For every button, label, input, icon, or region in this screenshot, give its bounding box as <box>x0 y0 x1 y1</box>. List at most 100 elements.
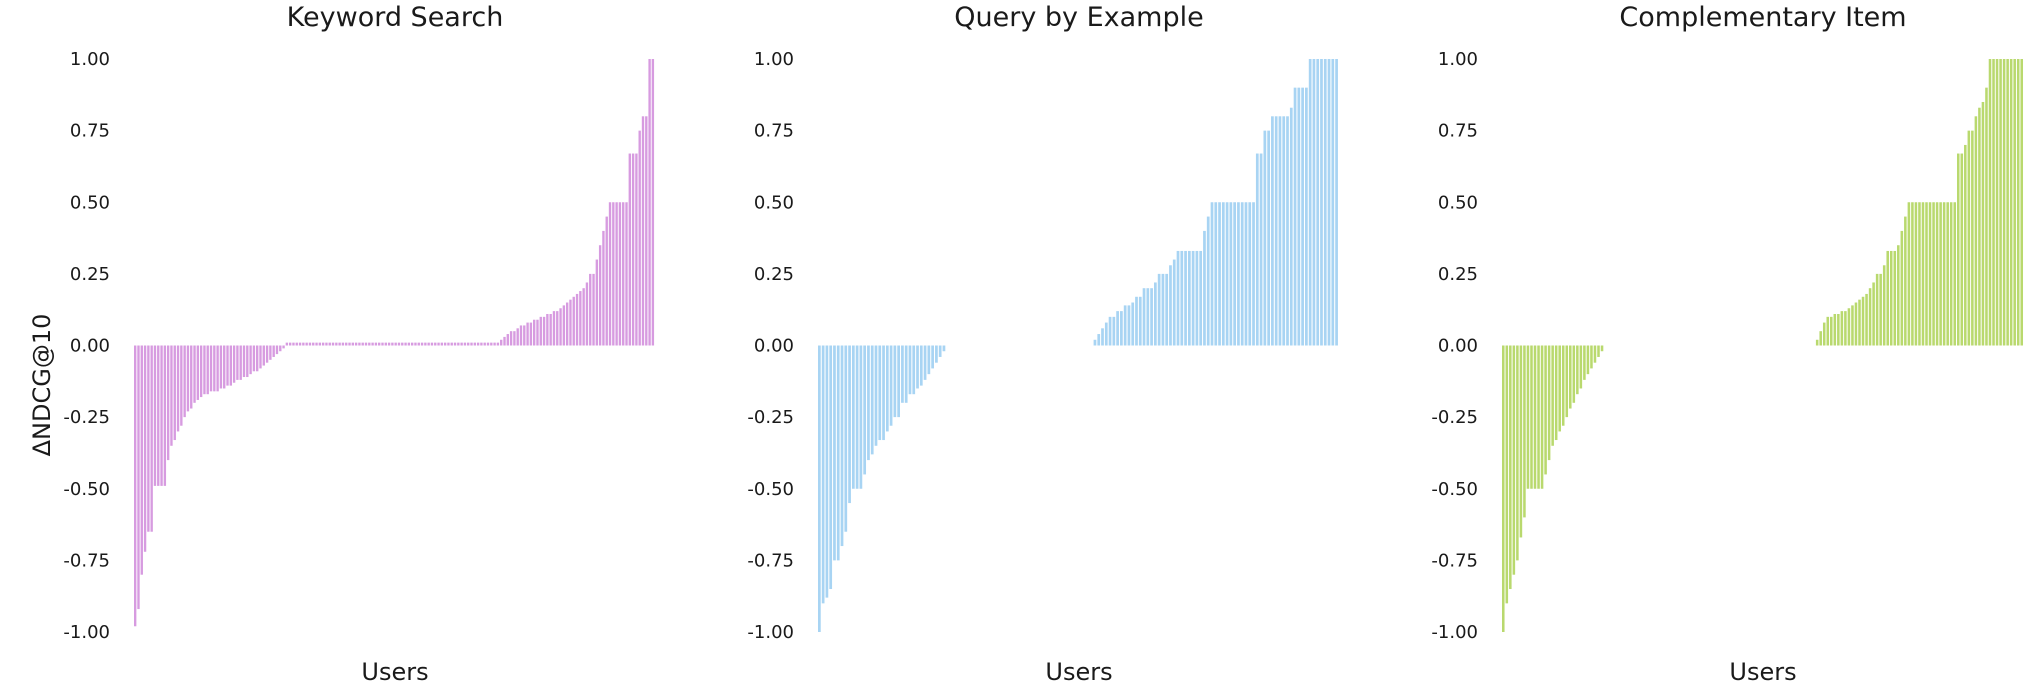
bar <box>825 345 829 598</box>
bar <box>1569 345 1572 409</box>
bar <box>1237 202 1240 346</box>
bar <box>1530 345 1533 489</box>
bar <box>565 302 569 346</box>
x-axis-label: Users <box>1729 658 1796 686</box>
bar <box>282 345 285 349</box>
bars <box>134 59 655 627</box>
bar <box>1203 230 1206 346</box>
bar <box>351 342 354 346</box>
bar <box>628 153 631 346</box>
bar <box>1127 305 1131 346</box>
bar <box>1939 202 1942 346</box>
bar <box>229 345 232 386</box>
bar <box>509 331 513 346</box>
bar <box>348 342 351 346</box>
bar <box>216 345 219 392</box>
bar <box>651 59 655 346</box>
bar <box>1590 345 1593 369</box>
y-tick-label: 0.25 <box>754 264 794 285</box>
bar <box>1953 202 1956 346</box>
bar <box>592 273 595 346</box>
bar <box>242 345 246 378</box>
bar <box>1928 202 1932 346</box>
bar <box>486 342 490 346</box>
bar <box>226 345 229 386</box>
bar <box>420 342 424 346</box>
y-tick-label: -0.50 <box>747 479 794 500</box>
bar <box>173 345 176 441</box>
bar <box>354 342 358 346</box>
bar <box>1967 130 1971 346</box>
bar <box>874 345 878 446</box>
bar <box>582 288 585 346</box>
bar <box>1221 202 1225 346</box>
bar <box>249 345 252 375</box>
bar <box>397 342 401 346</box>
bar <box>453 342 457 346</box>
bar <box>443 342 447 346</box>
bar <box>1512 345 1516 575</box>
bar <box>232 345 236 383</box>
y-tick-labels: 1.00 0.75 0.50 0.25 0.00 -0.25 -0.50 -0.75 -1.00 <box>747 49 794 643</box>
bar <box>447 342 450 346</box>
bar <box>1558 345 1561 432</box>
bar <box>223 345 226 389</box>
bar <box>579 291 582 346</box>
bar <box>457 342 460 346</box>
bar <box>1335 59 1338 346</box>
bar <box>252 345 256 372</box>
bar <box>157 345 160 486</box>
bar <box>1297 87 1301 346</box>
bar <box>641 116 645 346</box>
bar <box>1565 345 1569 418</box>
bar <box>1854 302 1858 346</box>
bar <box>1150 288 1153 346</box>
bar <box>493 342 496 346</box>
bar <box>1914 202 1918 346</box>
bar <box>1907 202 1911 346</box>
y-tick-label: -0.25 <box>747 407 794 428</box>
bar <box>1135 296 1138 346</box>
bar <box>325 342 328 346</box>
bar <box>635 153 638 346</box>
bar <box>269 345 272 360</box>
bar <box>1858 299 1861 346</box>
bar <box>1131 302 1135 346</box>
bar <box>480 342 483 346</box>
bar <box>1120 311 1123 346</box>
bar <box>1826 316 1830 346</box>
y-tick-label: -1.00 <box>747 622 794 643</box>
y-tick-label: 0.00 <box>754 336 794 357</box>
bar <box>404 342 407 346</box>
bar <box>844 345 848 532</box>
bar <box>490 342 493 346</box>
bar <box>176 345 180 432</box>
bar <box>836 345 840 561</box>
bar <box>1233 202 1237 346</box>
bar <box>1544 345 1547 475</box>
bar <box>153 345 157 486</box>
bar <box>1248 202 1252 346</box>
bar <box>434 342 437 346</box>
bar <box>1305 87 1308 346</box>
y-tick-label: -0.50 <box>1431 479 1478 500</box>
bar <box>889 345 893 426</box>
y-tick-labels: 1.00 0.75 0.50 0.25 0.00 -0.25 -0.50 -0.75 -1.00 <box>63 49 110 643</box>
bar <box>2002 59 2006 346</box>
y-tick-label: -0.50 <box>63 479 110 500</box>
bars <box>1502 59 2024 632</box>
bar <box>308 342 312 346</box>
bar <box>470 342 473 346</box>
bar <box>1240 202 1244 346</box>
bar <box>1978 107 1981 346</box>
bar <box>2020 59 2024 346</box>
bar <box>1889 250 1893 346</box>
bar <box>1286 116 1289 346</box>
y-tick-label: 0.25 <box>1438 264 1478 285</box>
bar <box>1981 101 1985 346</box>
y-tick-label: -0.25 <box>63 407 110 428</box>
y-tick-label: 0.75 <box>70 121 110 142</box>
bar <box>410 342 414 346</box>
bar <box>1971 130 1974 346</box>
bar <box>275 345 279 355</box>
